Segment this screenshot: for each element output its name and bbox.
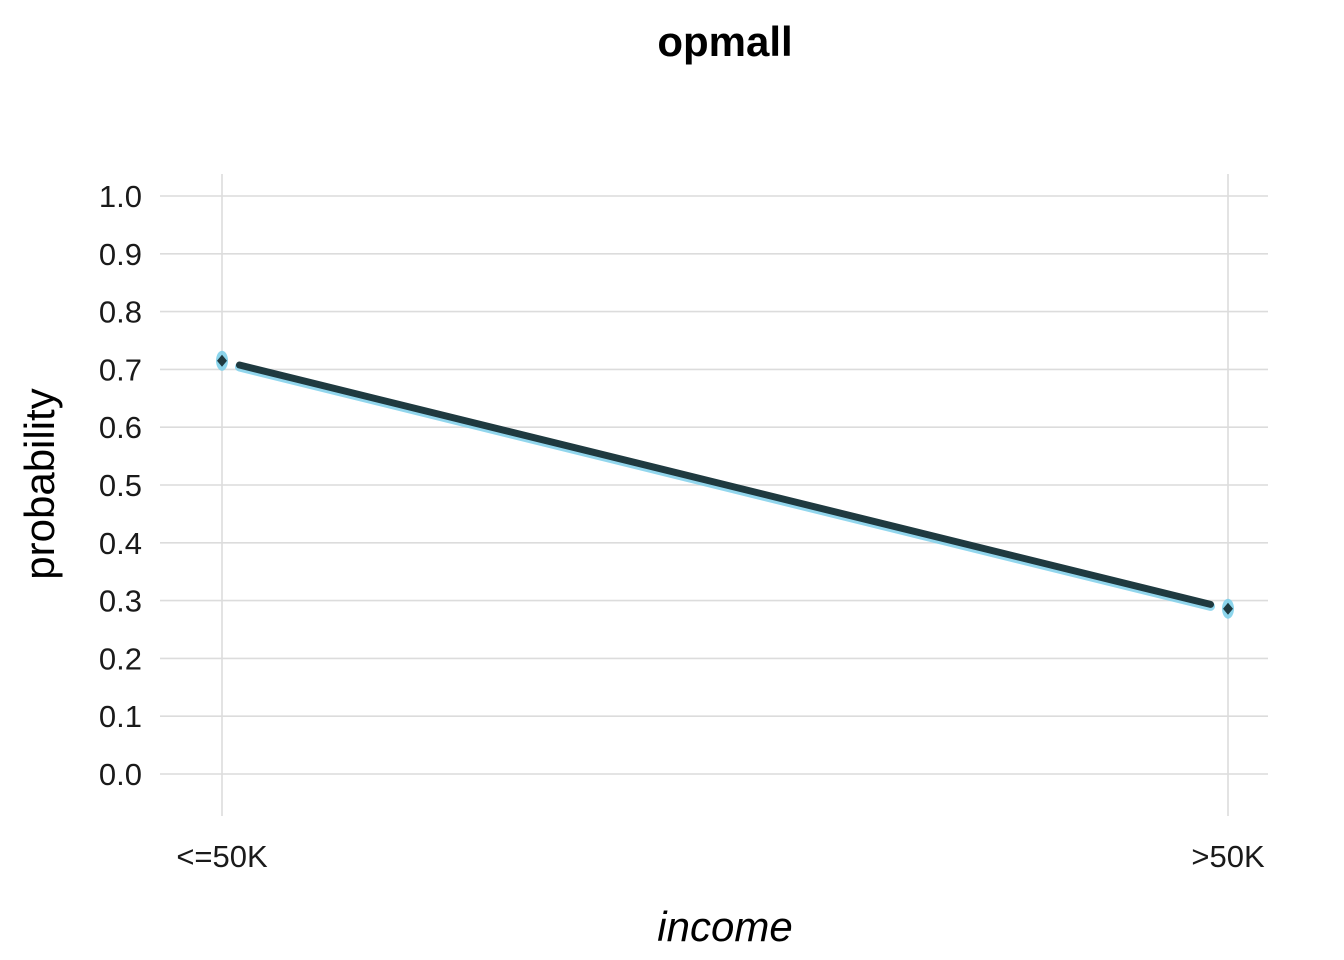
data-point <box>1223 602 1233 615</box>
y-tick-label: 0.7 <box>99 352 142 387</box>
y-axis-label: probability <box>16 388 63 579</box>
y-tick-label: 0.1 <box>99 699 142 734</box>
data-point <box>217 354 227 367</box>
gridlines <box>160 174 1268 816</box>
chart-title: opmall <box>657 18 792 65</box>
y-tick-label: 0.2 <box>99 641 142 676</box>
x-axis-label: income <box>657 903 792 950</box>
y-tick-label: 0.9 <box>99 237 142 272</box>
y-tick-label: 0.5 <box>99 468 142 503</box>
x-tick-labels: <=50K >50K <box>176 839 1265 874</box>
x-tick-label: >50K <box>1191 839 1265 874</box>
x-tick-label: <=50K <box>176 839 268 874</box>
series-line <box>235 361 1215 608</box>
y-tick-label: 0.8 <box>99 295 142 330</box>
y-tick-labels: 0.0 0.1 0.2 0.3 0.4 0.5 0.6 0.7 0.8 0.9 1.0 <box>99 179 142 792</box>
y-tick-label: 0.3 <box>99 584 142 619</box>
y-tick-label: 1.0 <box>99 179 142 214</box>
y-tick-label: 0.0 <box>99 757 142 792</box>
series <box>216 350 1234 619</box>
y-tick-label: 0.4 <box>99 526 142 561</box>
y-tick-label: 0.6 <box>99 410 142 445</box>
